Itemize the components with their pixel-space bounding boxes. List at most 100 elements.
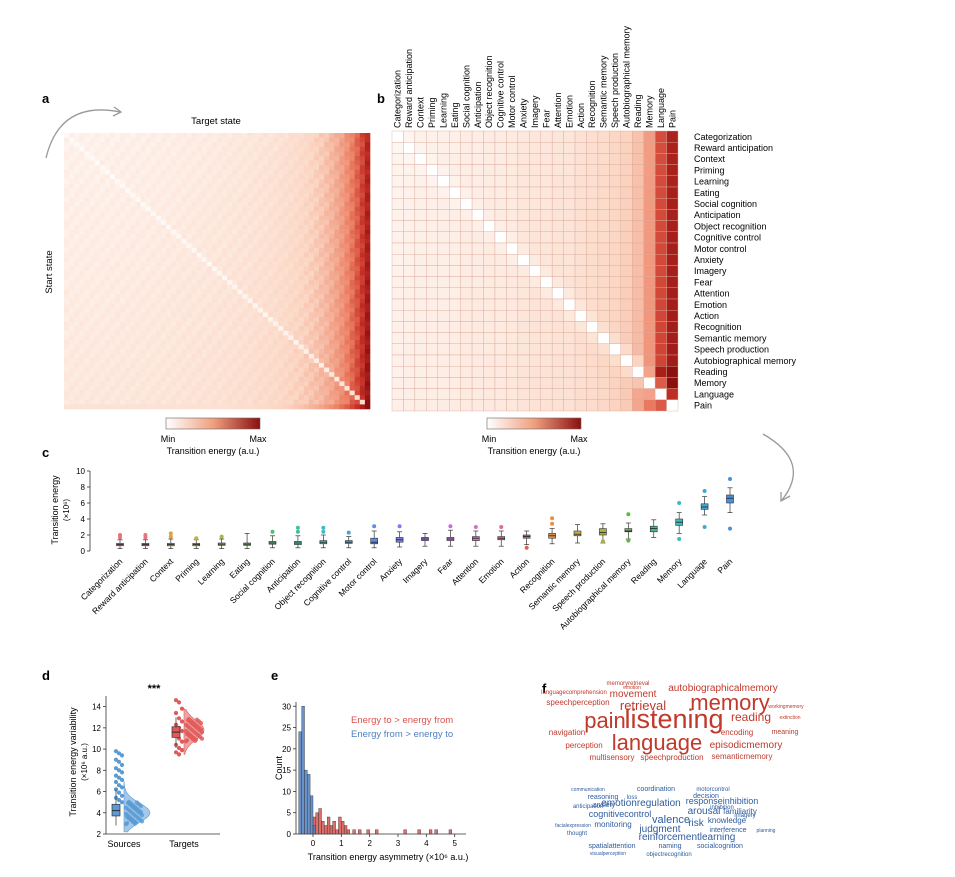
heatmap-b-cell: [471, 197, 484, 210]
panel-d-y-tick-label: 12: [92, 724, 101, 733]
heatmap-a-cell: [334, 386, 340, 391]
heatmap-a-cell: [69, 192, 75, 198]
panel-c-category-label: Emotion: [477, 556, 506, 585]
heatmap-a-cell: [217, 179, 223, 184]
heatmap-a-cell: [344, 372, 350, 378]
heatmap-a-cell: [324, 353, 330, 359]
heatmap-a-cell: [359, 146, 366, 152]
heatmap-a-cell: [176, 376, 182, 382]
heatmap-a-cell: [242, 215, 248, 221]
heatmap-a-cell: [191, 363, 197, 368]
heatmap-a-cell: [308, 225, 315, 230]
heatmap-b-cell: [632, 276, 644, 289]
heatmap-a-cell: [166, 340, 172, 345]
heatmap-a-cell: [150, 372, 157, 378]
heatmap-a-cell: [181, 349, 187, 355]
heatmap-a-cell: [206, 390, 213, 396]
heatmap-a-cell: [324, 312, 330, 318]
heatmap-a-cell: [155, 349, 162, 355]
heatmap-a-cell: [252, 220, 259, 226]
heatmap-a-cell: [140, 303, 146, 309]
heatmap-a-cell: [222, 229, 228, 235]
heatmap-a-cell: [257, 192, 264, 198]
heatmap-a-cell: [359, 192, 366, 198]
heatmap-b-cell: [414, 298, 427, 311]
heatmap-a-cell: [120, 335, 126, 341]
heatmap-a-cell: [94, 266, 100, 272]
heatmap-a-cell: [288, 146, 294, 152]
heatmap-a-cell: [94, 192, 100, 198]
heatmap-b-cell: [632, 186, 644, 199]
heatmap-a-cell: [278, 294, 284, 299]
heatmap-a-cell: [211, 321, 218, 327]
heatmap-a-cell: [222, 330, 228, 336]
heatmap-b-cell: [666, 377, 679, 389]
heatmap-a-cell: [232, 174, 238, 180]
heatmap-a-cell: [349, 395, 355, 401]
heatmap-a-cell: [354, 133, 361, 138]
heatmap-a-cell: [329, 257, 335, 263]
heatmap-a-cell: [171, 298, 177, 304]
heatmap-a-cell: [298, 335, 304, 341]
heatmap-a-cell: [115, 261, 121, 267]
heatmap-b-cell: [506, 231, 519, 244]
heatmap-a-cell: [64, 294, 70, 299]
wordcloud-word-blue: thought: [567, 831, 587, 837]
heatmap-a-cell: [349, 229, 355, 235]
heatmap-b-cell: [483, 220, 496, 233]
heatmap-a-cell: [247, 390, 253, 396]
heatmap-a-cell: [268, 234, 274, 240]
heatmap-a-cell: [319, 372, 325, 378]
heatmap-b-cell: [574, 276, 587, 289]
heatmap-a-cell: [74, 261, 80, 267]
heatmap-a-cell: [324, 220, 330, 226]
heatmap-a-cell: [160, 312, 167, 318]
heatmap-a-cell: [257, 202, 264, 207]
heatmap-b-cell: [609, 253, 621, 266]
heatmap-a-cell: [79, 266, 85, 272]
heatmap-a-cell: [201, 289, 208, 295]
heatmap-a-cell: [303, 275, 310, 281]
heatmap-b-cell: [437, 354, 450, 367]
heatmap-b-cell: [620, 287, 633, 300]
heatmap-a-cell: [196, 344, 202, 350]
heatmap-a-cell: [222, 376, 228, 382]
heatmap-a-cell: [79, 151, 85, 157]
heatmap-b-cell: [574, 399, 587, 412]
heatmap-a-cell: [278, 312, 284, 318]
heatmap-a-cell: [211, 229, 218, 235]
heatmap-a-cell: [211, 257, 218, 263]
panel-e-y-tick-label: 15: [282, 766, 291, 775]
heatmap-a-cell: [99, 165, 106, 171]
heatmap-a-cell: [247, 376, 253, 382]
heatmap-a-cell: [334, 404, 340, 410]
heatmap-a-cell: [247, 266, 253, 272]
heatmap-a-cell: [252, 349, 259, 355]
heatmap-a-cell: [176, 225, 182, 230]
heatmap-b-cell: [391, 175, 404, 188]
heatmap-a-cell: [104, 243, 111, 249]
heatmap-a-cell: [288, 358, 294, 364]
heatmap-a-cell: [150, 142, 157, 148]
heatmap-a-cell: [125, 307, 131, 313]
heatmap-b-cell: [666, 253, 679, 266]
heatmap-b-cell: [403, 153, 416, 165]
heatmap-a-cell: [364, 358, 371, 364]
heatmap-a-cell: [130, 399, 136, 405]
heatmap-a-cell: [94, 298, 100, 304]
heatmap-b-cell: [437, 220, 450, 233]
heatmap-a-cell: [319, 238, 325, 244]
heatmap-a-cell: [181, 238, 187, 244]
heatmap-a-cell: [349, 404, 355, 410]
heatmap-a-cell: [181, 188, 187, 194]
heatmap-b-cell: [551, 265, 564, 277]
wordcloud-word-blue: naming: [659, 843, 682, 850]
heatmap-a-cell: [109, 390, 116, 396]
heatmap-a-cell: [222, 146, 228, 152]
heatmap-a-cell: [171, 248, 177, 253]
heatmap-a-cell: [211, 340, 218, 345]
heatmap-a-cell: [227, 353, 233, 359]
heatmap-a-cell: [232, 257, 238, 263]
heatmap-a-cell: [222, 174, 228, 180]
heatmap-a-cell: [329, 390, 335, 396]
